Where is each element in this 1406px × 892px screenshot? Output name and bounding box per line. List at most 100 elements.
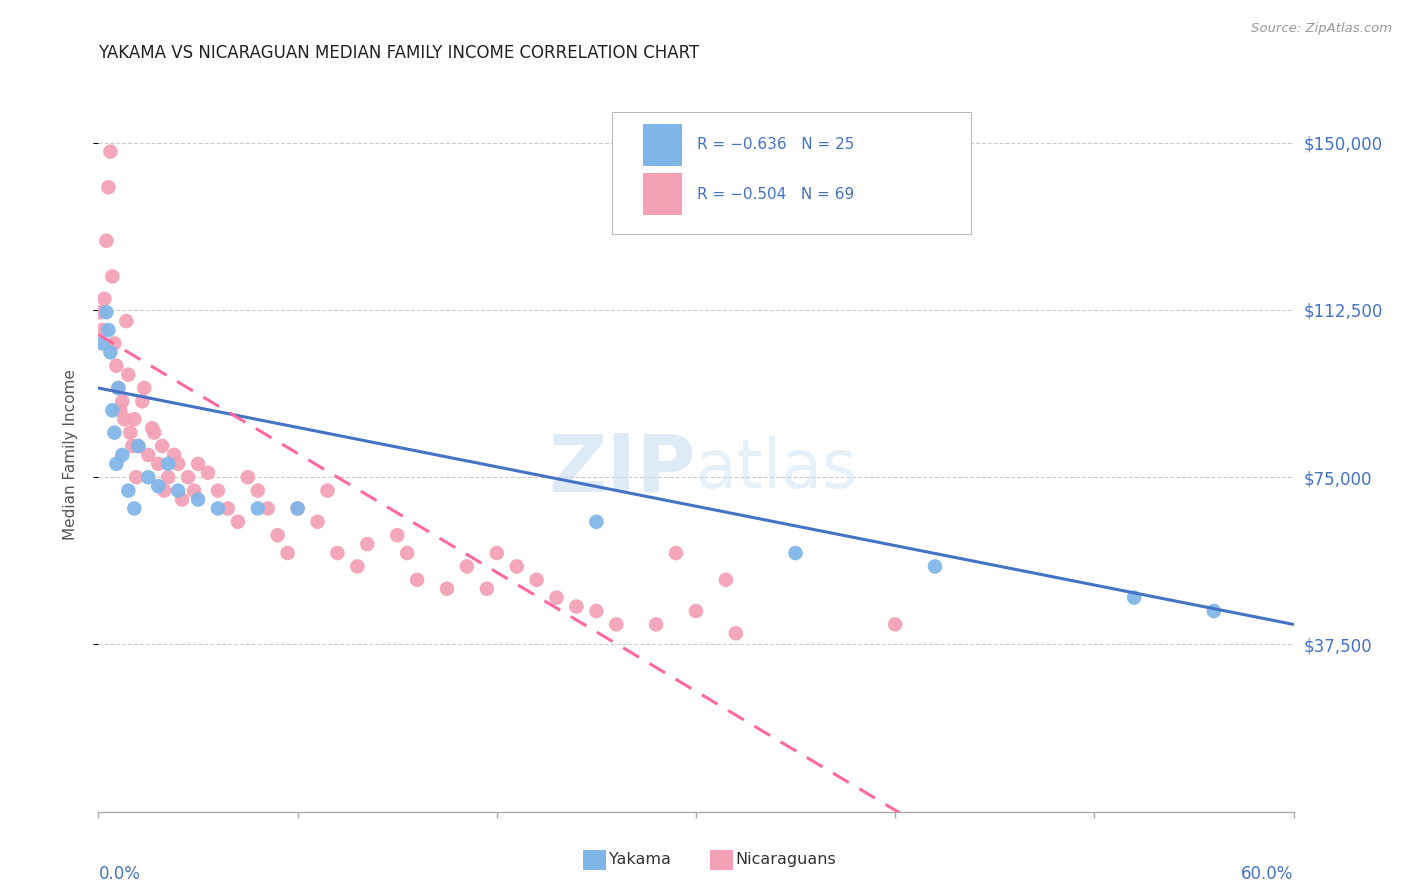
- Point: [157, 457, 180, 471]
- Text: Nicaraguans: Nicaraguans: [735, 853, 837, 867]
- Point: [103, 425, 125, 440]
- Point: [112, 412, 135, 426]
- Point: [143, 425, 166, 440]
- Point: [1123, 591, 1146, 605]
- Point: [111, 448, 134, 462]
- Point: [197, 466, 219, 480]
- Point: [287, 501, 309, 516]
- Point: [785, 546, 807, 560]
- Text: 60.0%: 60.0%: [1241, 865, 1294, 883]
- Point: [565, 599, 588, 614]
- Point: [187, 457, 209, 471]
- Text: atlas: atlas: [696, 436, 856, 502]
- Point: [187, 492, 209, 507]
- Point: [485, 546, 508, 560]
- Point: [396, 546, 419, 560]
- Point: [167, 457, 190, 471]
- Point: [97, 180, 120, 194]
- Text: 0.0%: 0.0%: [98, 865, 141, 883]
- Point: [150, 439, 173, 453]
- Point: [101, 269, 124, 284]
- Point: [127, 439, 149, 453]
- Text: R = −0.504   N = 69: R = −0.504 N = 69: [697, 186, 855, 202]
- Point: [115, 314, 138, 328]
- Text: R = −0.636   N = 25: R = −0.636 N = 25: [697, 137, 855, 153]
- FancyBboxPatch shape: [613, 112, 970, 234]
- Point: [134, 381, 156, 395]
- Point: [105, 457, 128, 471]
- Point: [141, 421, 163, 435]
- Point: [207, 483, 229, 498]
- Point: [287, 501, 309, 516]
- Point: [665, 546, 688, 560]
- Point: [385, 528, 409, 542]
- Point: [148, 479, 170, 493]
- Point: [163, 448, 186, 462]
- Point: [153, 483, 176, 498]
- Point: [127, 439, 149, 453]
- Text: ZIP: ZIP: [548, 430, 696, 508]
- Point: [91, 336, 114, 351]
- Point: [406, 573, 429, 587]
- Point: [100, 145, 122, 159]
- Point: [475, 582, 498, 596]
- Point: [103, 336, 125, 351]
- Point: [226, 515, 249, 529]
- Point: [246, 501, 269, 516]
- Point: [136, 470, 159, 484]
- Point: [105, 359, 128, 373]
- Point: [217, 501, 239, 516]
- Point: [326, 546, 349, 560]
- Point: [267, 528, 290, 542]
- Point: [724, 626, 747, 640]
- Point: [97, 323, 120, 337]
- Point: [685, 604, 707, 618]
- Point: [157, 470, 180, 484]
- Point: [585, 515, 607, 529]
- Y-axis label: Median Family Income: Median Family Income: [63, 369, 77, 541]
- Point: [924, 559, 946, 574]
- Text: YAKAMA VS NICARAGUAN MEDIAN FAMILY INCOME CORRELATION CHART: YAKAMA VS NICARAGUAN MEDIAN FAMILY INCOM…: [98, 45, 700, 62]
- Point: [884, 617, 907, 632]
- Point: [1202, 604, 1225, 618]
- Point: [117, 483, 139, 498]
- FancyBboxPatch shape: [644, 173, 682, 215]
- Point: [246, 483, 269, 498]
- Text: Source: ZipAtlas.com: Source: ZipAtlas.com: [1251, 22, 1392, 36]
- Point: [124, 501, 146, 516]
- Point: [89, 305, 111, 319]
- Point: [546, 591, 568, 605]
- Point: [111, 394, 134, 409]
- Point: [316, 483, 339, 498]
- FancyBboxPatch shape: [644, 124, 682, 166]
- Point: [107, 381, 129, 395]
- Point: [356, 537, 378, 551]
- Point: [456, 559, 478, 574]
- Point: [110, 403, 132, 417]
- Point: [136, 448, 159, 462]
- Point: [131, 394, 153, 409]
- Point: [177, 470, 200, 484]
- Point: [714, 573, 737, 587]
- Point: [526, 573, 548, 587]
- Point: [101, 403, 124, 417]
- Point: [436, 582, 458, 596]
- Point: [96, 234, 118, 248]
- Text: Yakama: Yakama: [609, 853, 671, 867]
- Point: [93, 292, 115, 306]
- Point: [117, 368, 139, 382]
- Point: [346, 559, 368, 574]
- Point: [207, 501, 229, 516]
- Point: [277, 546, 299, 560]
- Point: [96, 305, 118, 319]
- Point: [585, 604, 607, 618]
- Point: [307, 515, 329, 529]
- Point: [645, 617, 668, 632]
- Point: [506, 559, 529, 574]
- Point: [124, 412, 146, 426]
- Point: [236, 470, 259, 484]
- Point: [172, 492, 194, 507]
- Point: [125, 470, 148, 484]
- Point: [100, 345, 122, 359]
- Point: [148, 457, 170, 471]
